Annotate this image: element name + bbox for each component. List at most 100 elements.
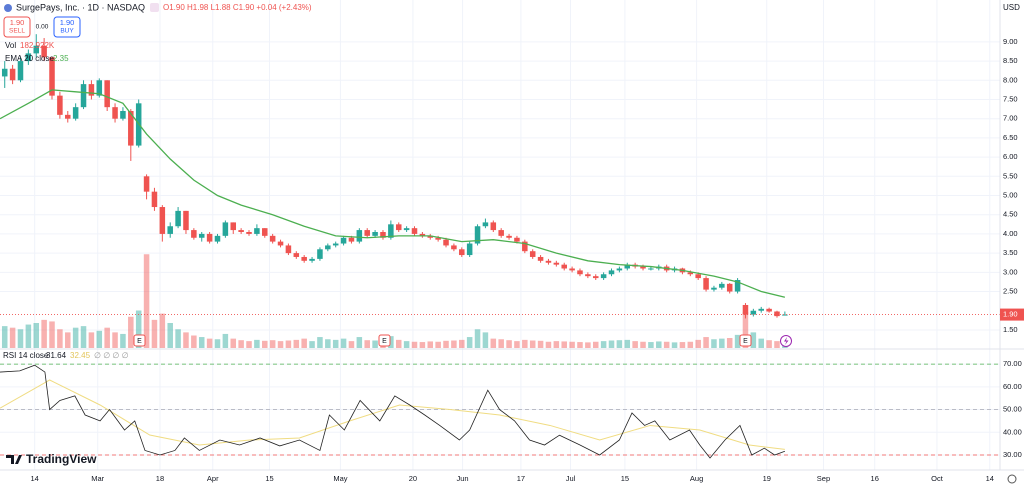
volume-bar <box>301 338 307 348</box>
earnings-marker[interactable] <box>739 334 752 347</box>
volume-bar <box>671 342 678 348</box>
candle-body <box>372 232 378 236</box>
rsi-tick-label: 40.00 <box>1003 427 1022 436</box>
grid <box>0 0 1000 470</box>
candle-body <box>719 283 725 288</box>
volume-bar <box>561 341 567 348</box>
y-tick-label: 2.50 <box>1003 287 1018 296</box>
candle-body <box>183 210 189 231</box>
volume-bar <box>230 338 237 348</box>
candle-body <box>301 256 307 261</box>
candle-body <box>766 308 772 312</box>
volume-bar <box>766 340 772 348</box>
candle-body <box>214 235 221 242</box>
volume-bar <box>750 332 757 348</box>
candle-body <box>80 84 87 108</box>
volume-bar <box>490 338 497 348</box>
currency: USD <box>1003 3 1020 12</box>
volume-bar <box>498 339 504 348</box>
candle-body <box>782 314 788 316</box>
volume-bar <box>726 338 733 348</box>
candle-body <box>128 111 134 146</box>
candle-body <box>9 68 16 81</box>
volume-bar <box>277 341 284 348</box>
axes: 14 Mar 18 Apr 15 May 20 Jun 17 Jul 15 Aug 19 Sep 16 Oct… <box>31 37 1024 483</box>
volume-bar <box>151 319 158 348</box>
candle-body <box>269 235 276 242</box>
x-tick-label: 14 <box>31 474 39 483</box>
y-tick-label: 6.00 <box>1003 152 1018 161</box>
volume-bar <box>17 329 24 348</box>
candle-body <box>474 226 481 244</box>
candle-body <box>742 304 749 315</box>
candle-body <box>104 80 110 108</box>
candle-body <box>364 230 370 236</box>
volume-bar <box>332 339 339 348</box>
volume-bar <box>687 341 694 348</box>
candle-body <box>175 210 181 227</box>
earnings-marker[interactable] <box>133 334 146 347</box>
sell-label: SELL <box>9 28 25 35</box>
candle-body <box>230 222 237 231</box>
volume-bar <box>206 338 213 348</box>
candle-body <box>529 251 536 257</box>
candle-body <box>33 45 40 54</box>
candle-body <box>1 68 8 77</box>
candle-body <box>57 95 63 115</box>
volume-bar <box>451 340 457 348</box>
volume-bar <box>466 337 473 348</box>
candle-body <box>222 222 229 236</box>
volume-bar <box>285 340 292 348</box>
candle-body <box>96 80 103 96</box>
candle-body <box>17 61 24 81</box>
y-tick-label: 1.50 <box>1003 325 1018 334</box>
volume-bar <box>592 341 599 348</box>
last-price-tag <box>1000 308 1024 321</box>
candle-body <box>466 243 473 256</box>
volume-bar <box>435 341 441 348</box>
candle-body <box>419 233 426 236</box>
ema-line <box>0 89 786 298</box>
candle-body <box>624 264 631 269</box>
volume-bar <box>553 341 560 348</box>
sell-button[interactable] <box>3 16 31 38</box>
y-tick-label: 3.00 <box>1003 267 1018 276</box>
candle-body <box>262 228 268 236</box>
volume-bar <box>96 330 103 348</box>
volume-bar <box>624 339 631 348</box>
candle-body <box>774 311 780 317</box>
volume-bar <box>246 341 252 348</box>
rsi-ma-line <box>0 379 785 450</box>
settings-icon[interactable] <box>1007 474 1017 484</box>
rsi-tick-label: 60.00 <box>1003 382 1022 391</box>
rsi-tick-label: 50.00 <box>1003 405 1022 414</box>
volume-bar <box>719 338 725 348</box>
candle-body <box>711 287 717 290</box>
candle-body <box>553 262 560 265</box>
volume-bar <box>585 342 591 348</box>
volume-legend-value: 182.922K <box>20 41 55 50</box>
rsi-legend: RSI 14 close <box>3 351 49 360</box>
candle-body <box>585 274 591 277</box>
volume-bar <box>262 340 268 348</box>
earnings-marker-letter: E <box>137 338 142 345</box>
candle-body <box>143 176 150 192</box>
earnings-marker-letter: E <box>382 338 387 345</box>
brand-name: TradingView <box>26 452 97 466</box>
volume-bar <box>356 337 363 348</box>
flag[interactable] <box>150 3 159 12</box>
volume-bar <box>33 323 40 348</box>
y-tick-label: 4.00 <box>1003 229 1018 238</box>
earnings-marker[interactable] <box>378 334 391 347</box>
rsi-legend-value: 31.64 <box>46 351 67 360</box>
volume-bar <box>25 324 32 348</box>
candle-body <box>167 226 173 234</box>
volume-bar <box>120 333 126 348</box>
volume-bar <box>514 341 520 348</box>
volume-bar <box>522 339 528 348</box>
x-tick-label: 15 <box>265 474 273 483</box>
x-tick-label: Jul <box>566 474 576 483</box>
buy-button[interactable] <box>53 16 81 38</box>
price-pane <box>0 34 1000 319</box>
